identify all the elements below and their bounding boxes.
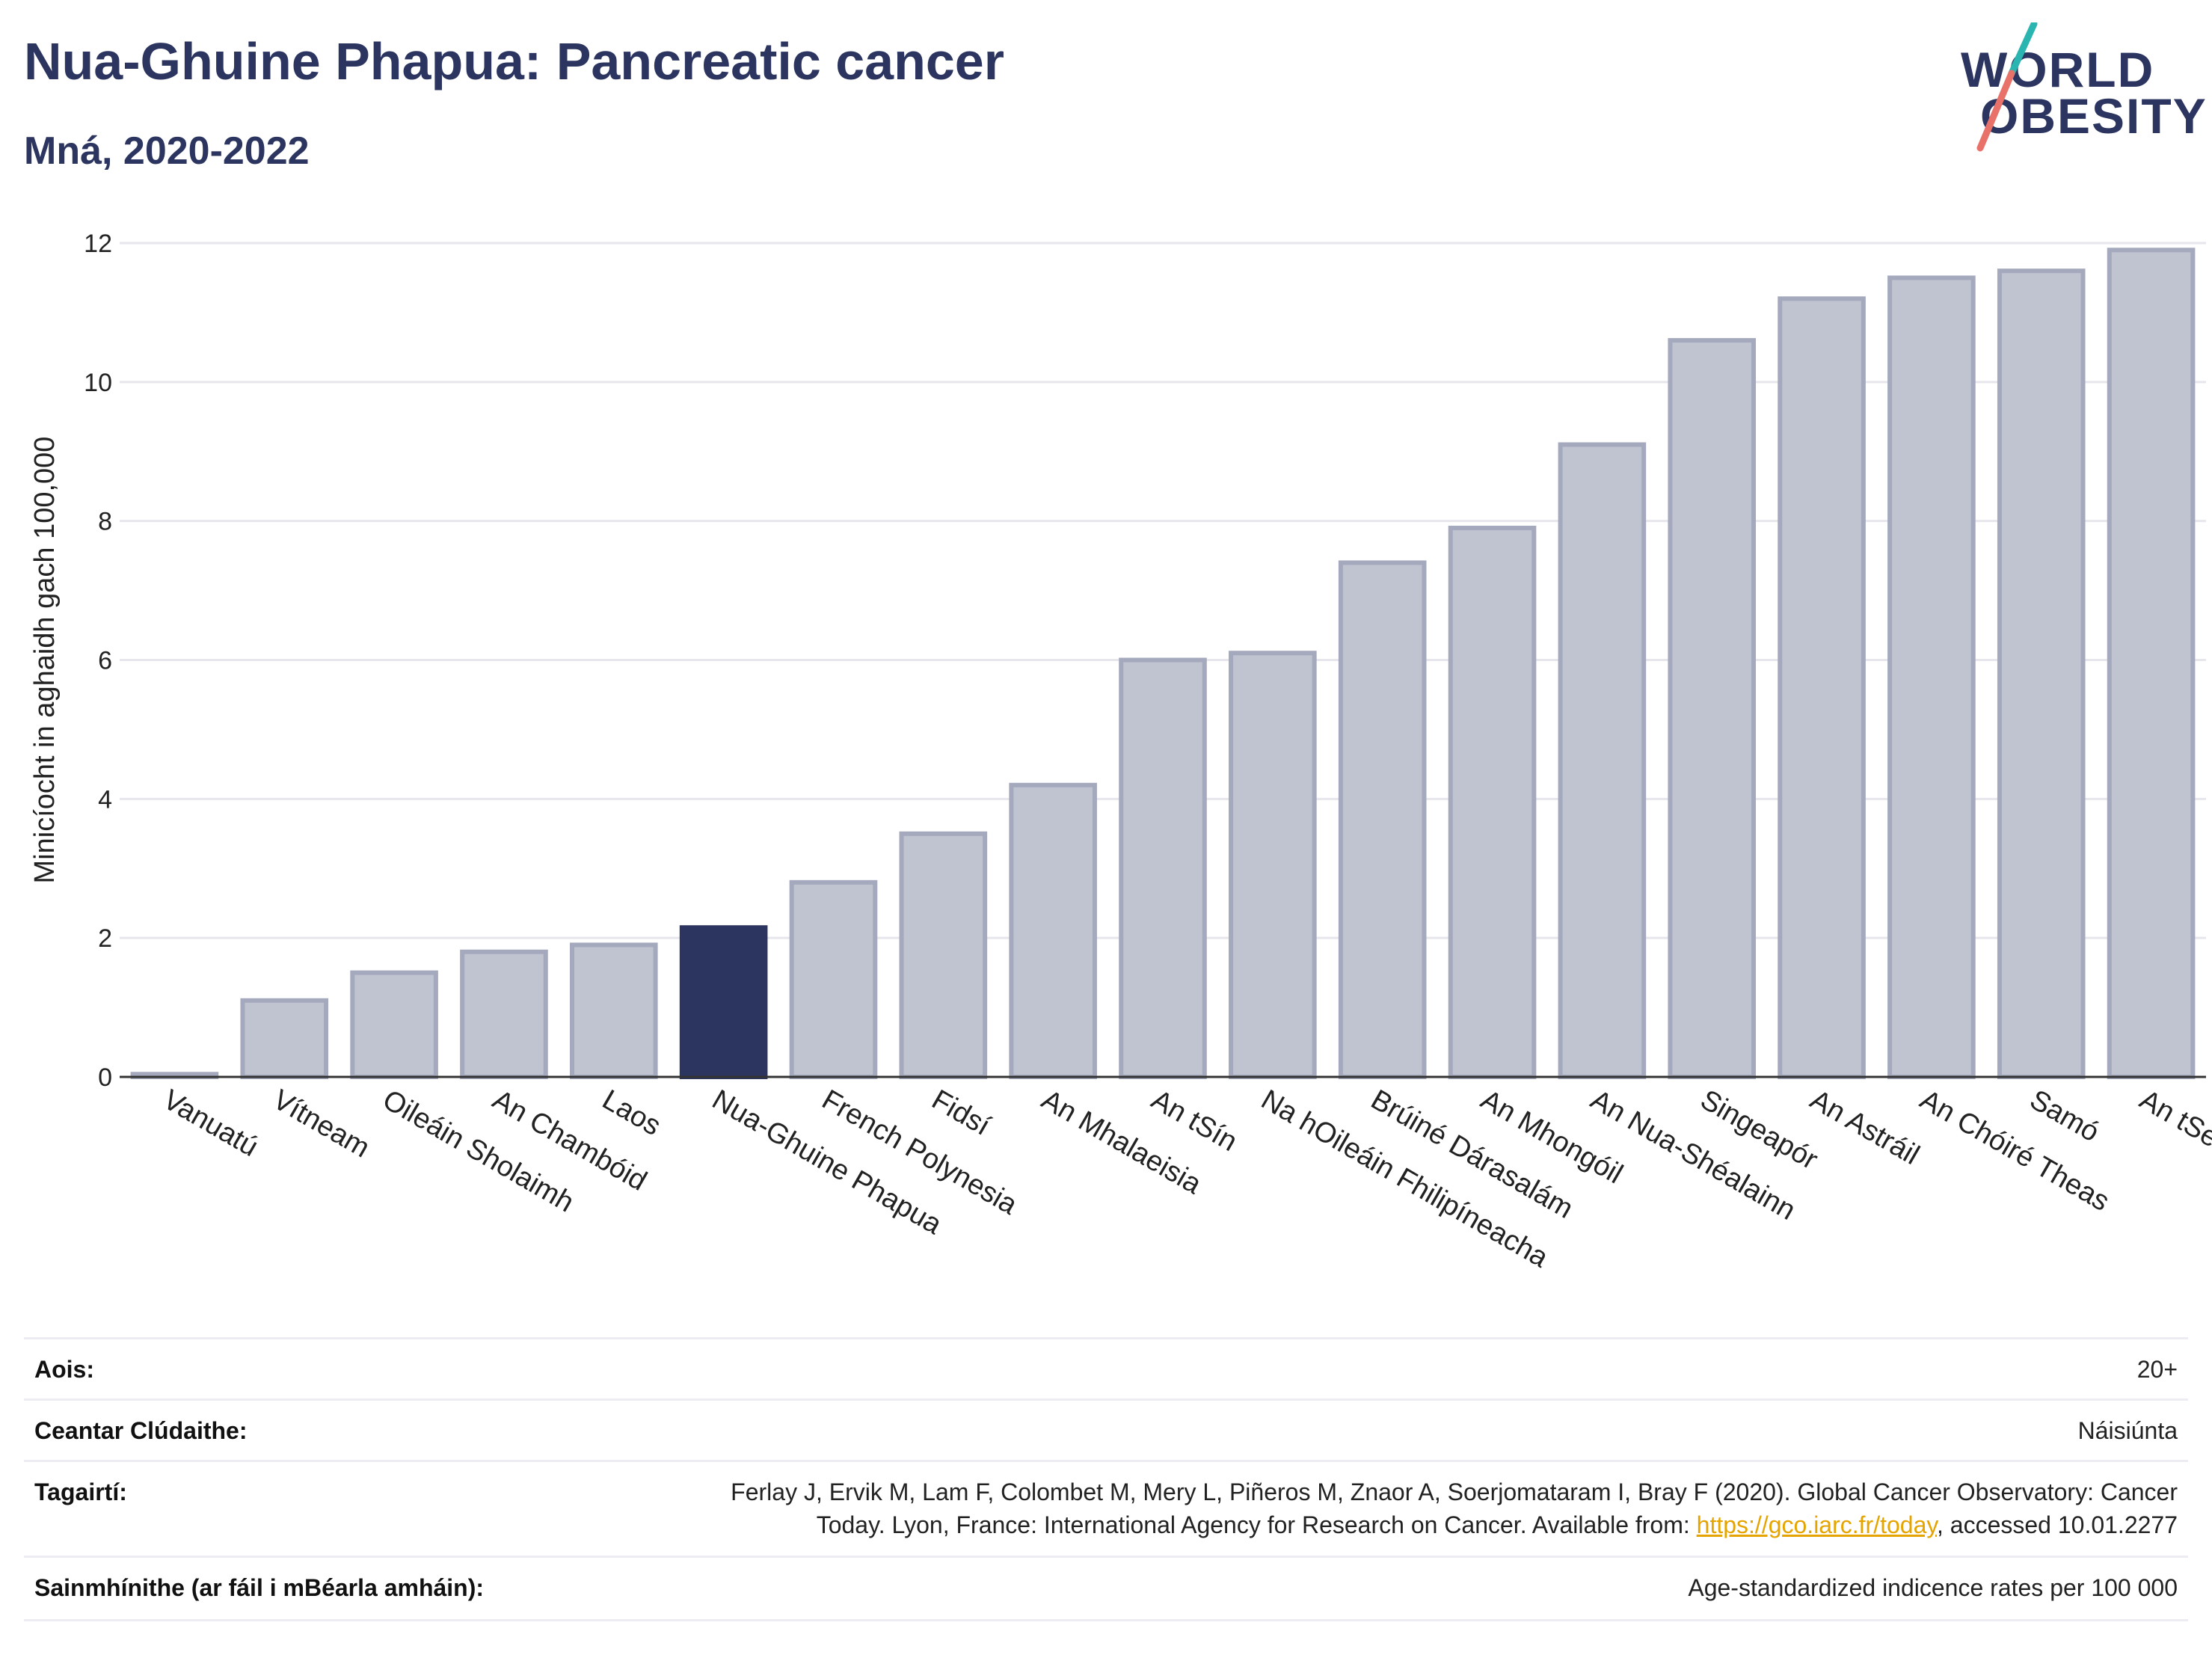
y-tick-label: 8 [98,508,112,536]
bar [2107,248,2196,1080]
references-accessed: , accessed 10.01.2277 [1936,1511,2178,1538]
bar-chart: 0 2 4 6 8 10 12 Minicíocht in aghaidh gach 100,… [29,230,2212,1274]
bar [1229,651,1317,1079]
x-tick-label: An Astráil [1805,1084,1925,1171]
y-tick-label: 10 [84,369,112,397]
y-axis-label: Minicíocht in aghaidh gach 100,000 [29,437,61,884]
bar [1997,268,2086,1080]
y-tick-label: 0 [98,1063,112,1092]
references-label: Tagairtí: [34,1479,127,1505]
references-line-2: Today. Lyon, France: International Agenc… [731,1508,2178,1541]
bar [1668,338,1757,1080]
coverage-value: Náisiúnta [2077,1417,2178,1444]
x-tick-label: Vítneam [268,1084,375,1164]
x-tick-label: An tSeapáin [2134,1084,2212,1188]
bar [1887,275,1976,1079]
info-row-definitions: Sainmhínithe (ar fáil i mBéarla amháin):… [24,1556,2188,1621]
x-tick-label: Fidsí [927,1084,996,1142]
y-tick-label: 12 [84,230,112,258]
bar [240,998,329,1079]
x-tick-label: An Chóiré Theas [1914,1084,2114,1218]
logo-slash-icon [1976,22,2038,152]
bar [1119,657,1207,1079]
x-tick-label: An Nua-Shéalainn [1585,1084,1801,1226]
definitions-value: Age-standardized indicence rates per 100… [1688,1574,2178,1601]
bar [899,831,988,1080]
references-line-1: Ferlay J, Ervik M, Lam F, Colombet M, Me… [731,1479,2178,1505]
bar [1338,560,1427,1079]
coverage-label: Ceantar Clúdaithe: [34,1417,248,1444]
x-tick-label: Vanuatú [158,1084,263,1163]
info-row-coverage: Ceantar Clúdaithe: Náisiúnta [24,1398,2188,1462]
logo-word-obesity: OBESITY [1980,88,2208,144]
x-tick-label: Samó [2024,1084,2104,1148]
bar [1009,782,1097,1079]
x-tick-label: Oileáin Sholaimh [378,1084,580,1218]
y-tick-label: 4 [98,785,112,814]
age-label: Aois: [34,1356,94,1383]
world-obesity-logo: WORLD OBESITY [1944,22,2206,165]
x-tick-label: Laos [597,1084,666,1142]
bar-highlighted [679,925,768,1080]
bar [1558,442,1647,1080]
chart-title: Nua-Ghuine Phapua: Pancreatic cancer [24,32,1004,90]
info-row-age: Aois: 20+ [24,1337,2188,1401]
references-value: Ferlay J, Ervik M, Lam F, Colombet M, Me… [731,1476,2178,1541]
info-row-references: Tagairtí: Ferlay J, Ervik M, Lam F, Colo… [24,1460,2188,1558]
references-line-2-text: Today. Lyon, France: International Agenc… [816,1511,1697,1538]
bar [460,949,548,1079]
gco-link[interactable]: https://gco.iarc.fr/today [1696,1511,1937,1538]
age-value: 20+ [2136,1356,2178,1383]
definitions-label: Sainmhínithe (ar fáil i mBéarla amháin): [34,1574,485,1601]
y-tick-label: 6 [98,647,112,675]
bar [350,970,438,1079]
y-tick-label: 2 [98,924,112,953]
bar [789,879,878,1079]
bar [1778,296,1866,1079]
bar [569,942,658,1079]
chart-subtitle: Mná, 2020-2022 [24,129,310,173]
logo-word-world: WORLD [1961,42,2155,97]
bar [1448,525,1537,1080]
